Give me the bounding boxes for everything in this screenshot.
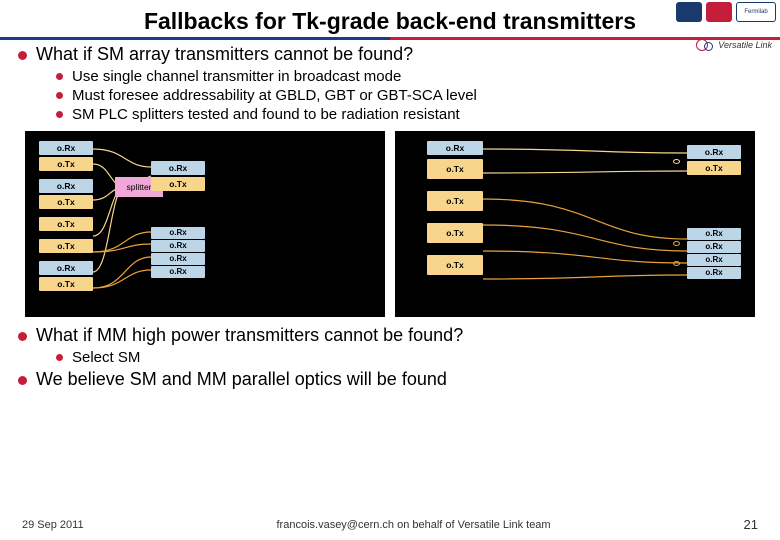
content-area: What if SM array transmitters cannot be … — [0, 40, 780, 390]
rx-chip: o.Rx — [39, 179, 93, 193]
bullet-3-text: We believe SM and MM parallel optics wil… — [36, 369, 447, 389]
rx-chip: o.Rx — [39, 141, 93, 155]
sub-bullet: Use single channel transmitter in broadc… — [56, 67, 762, 86]
rx-chip: o.Rx — [39, 261, 93, 275]
footer-date: 29 Sep 2011 — [22, 519, 84, 531]
mid-rx4: o.Rx o.Rx o.Rx o.Rx — [151, 227, 205, 278]
rx-chip: o.Rx — [151, 253, 205, 265]
page-number: 21 — [744, 517, 758, 532]
rx-chip: o.Rx — [151, 266, 205, 278]
connector-icon — [673, 261, 680, 266]
diagram-row: o.Rx o.Tx o.Rx o.Tx o.Tx o.Tx o.Rx o.Tx … — [18, 131, 762, 317]
rx-chip: o.Rx — [687, 267, 741, 279]
tx-chip: o.Tx — [427, 223, 483, 243]
tx-chip: o.Tx — [39, 239, 93, 253]
connector-icon — [673, 159, 680, 164]
slide-footer: 29 Sep 2011 francois.vasey@cern.ch on be… — [0, 517, 780, 532]
logo-strip: Fermilab — [676, 2, 776, 22]
logo-generic — [676, 2, 702, 22]
rx-chip: o.Rx — [151, 227, 205, 239]
tx-chip: o.Tx — [151, 177, 205, 191]
rx-chip: o.Rx — [151, 240, 205, 252]
tx-chip: o.Tx — [39, 277, 93, 291]
tx-chip: o.Tx — [39, 157, 93, 171]
rx-chip: o.Rx — [687, 254, 741, 266]
sub-bullet: SM PLC splitters tested and found to be … — [56, 105, 762, 124]
sub-bullet: Must foresee addressability at GBLD, GBT… — [56, 86, 762, 105]
tx-chip: o.Tx — [427, 191, 483, 211]
sub-bullet: Select SM — [56, 348, 762, 367]
panel2-right-pair: o.Rx o.Tx — [687, 145, 741, 175]
rx-chip: o.Rx — [427, 141, 483, 155]
bullet-1: What if SM array transmitters cannot be … — [18, 44, 762, 125]
diagram-panel-1: o.Rx o.Tx o.Rx o.Tx o.Tx o.Tx o.Rx o.Tx … — [25, 131, 385, 317]
footer-center: francois.vasey@cern.ch on behalf of Vers… — [277, 519, 551, 531]
bullet-1-text: What if SM array transmitters cannot be … — [36, 44, 413, 64]
panel2-left-stack: o.Rx o.Tx o.Tx o.Tx o.Tx — [427, 141, 483, 275]
panel2-right-rx4: o.Rx o.Rx o.Rx o.Rx — [687, 228, 741, 279]
diagram-panel-2: o.Rx o.Tx o.Tx o.Tx o.Tx o.Rx o.Tx o.Rx … — [395, 131, 755, 317]
slide-title: Fallbacks for Tk-grade back-end transmit… — [144, 8, 636, 35]
logo-smu — [706, 2, 732, 22]
logo-fermilab: Fermilab — [736, 2, 776, 22]
bullet-2: What if MM high power transmitters canno… — [18, 325, 762, 367]
bullet-3: We believe SM and MM parallel optics wil… — [18, 369, 762, 390]
tx-chip: o.Tx — [687, 161, 741, 175]
connector-icon — [673, 241, 680, 246]
mid-pair: o.Rx o.Tx — [151, 161, 205, 191]
tx-chip: o.Tx — [39, 217, 93, 231]
rx-chip: o.Rx — [687, 145, 741, 159]
rx-chip: o.Rx — [687, 228, 741, 240]
rx-chip: o.Rx — [151, 161, 205, 175]
left-stack: o.Rx o.Tx o.Rx o.Tx o.Tx o.Tx o.Rx o.Tx — [39, 141, 93, 291]
tx-chip: o.Tx — [427, 255, 483, 275]
bullet-2-text: What if MM high power transmitters canno… — [36, 325, 463, 345]
tx-chip: o.Tx — [427, 159, 483, 179]
tx-chip: o.Tx — [39, 195, 93, 209]
rx-chip: o.Rx — [687, 241, 741, 253]
